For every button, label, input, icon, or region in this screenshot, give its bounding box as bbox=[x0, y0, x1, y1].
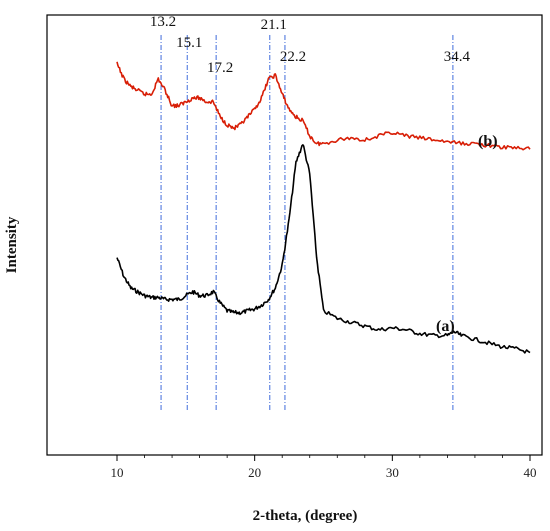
x-axis-label: 2-theta, (degree) bbox=[253, 508, 358, 524]
plot-frame bbox=[46, 14, 543, 456]
peak-label-34.4: 34.4 bbox=[444, 49, 471, 65]
series-label-a: (a) bbox=[436, 318, 455, 335]
x-tick-label-10: 10 bbox=[111, 465, 124, 480]
peak-label-13.2: 13.2 bbox=[150, 14, 176, 30]
series-line-b bbox=[116, 61, 531, 151]
peak-label-22.2: 22.2 bbox=[280, 49, 306, 65]
peak-label-15.1: 15.1 bbox=[176, 35, 202, 51]
series-line-a bbox=[116, 144, 531, 354]
series-label-b: (b) bbox=[478, 133, 498, 150]
x-tick-label-40: 40 bbox=[524, 465, 537, 480]
x-tick-label-30: 30 bbox=[386, 465, 399, 480]
peak-label-17.2: 17.2 bbox=[207, 60, 233, 76]
y-axis-label: Intensity bbox=[4, 216, 20, 273]
peak-label-21.1: 21.1 bbox=[261, 17, 287, 33]
x-tick-label-20: 20 bbox=[248, 465, 261, 480]
